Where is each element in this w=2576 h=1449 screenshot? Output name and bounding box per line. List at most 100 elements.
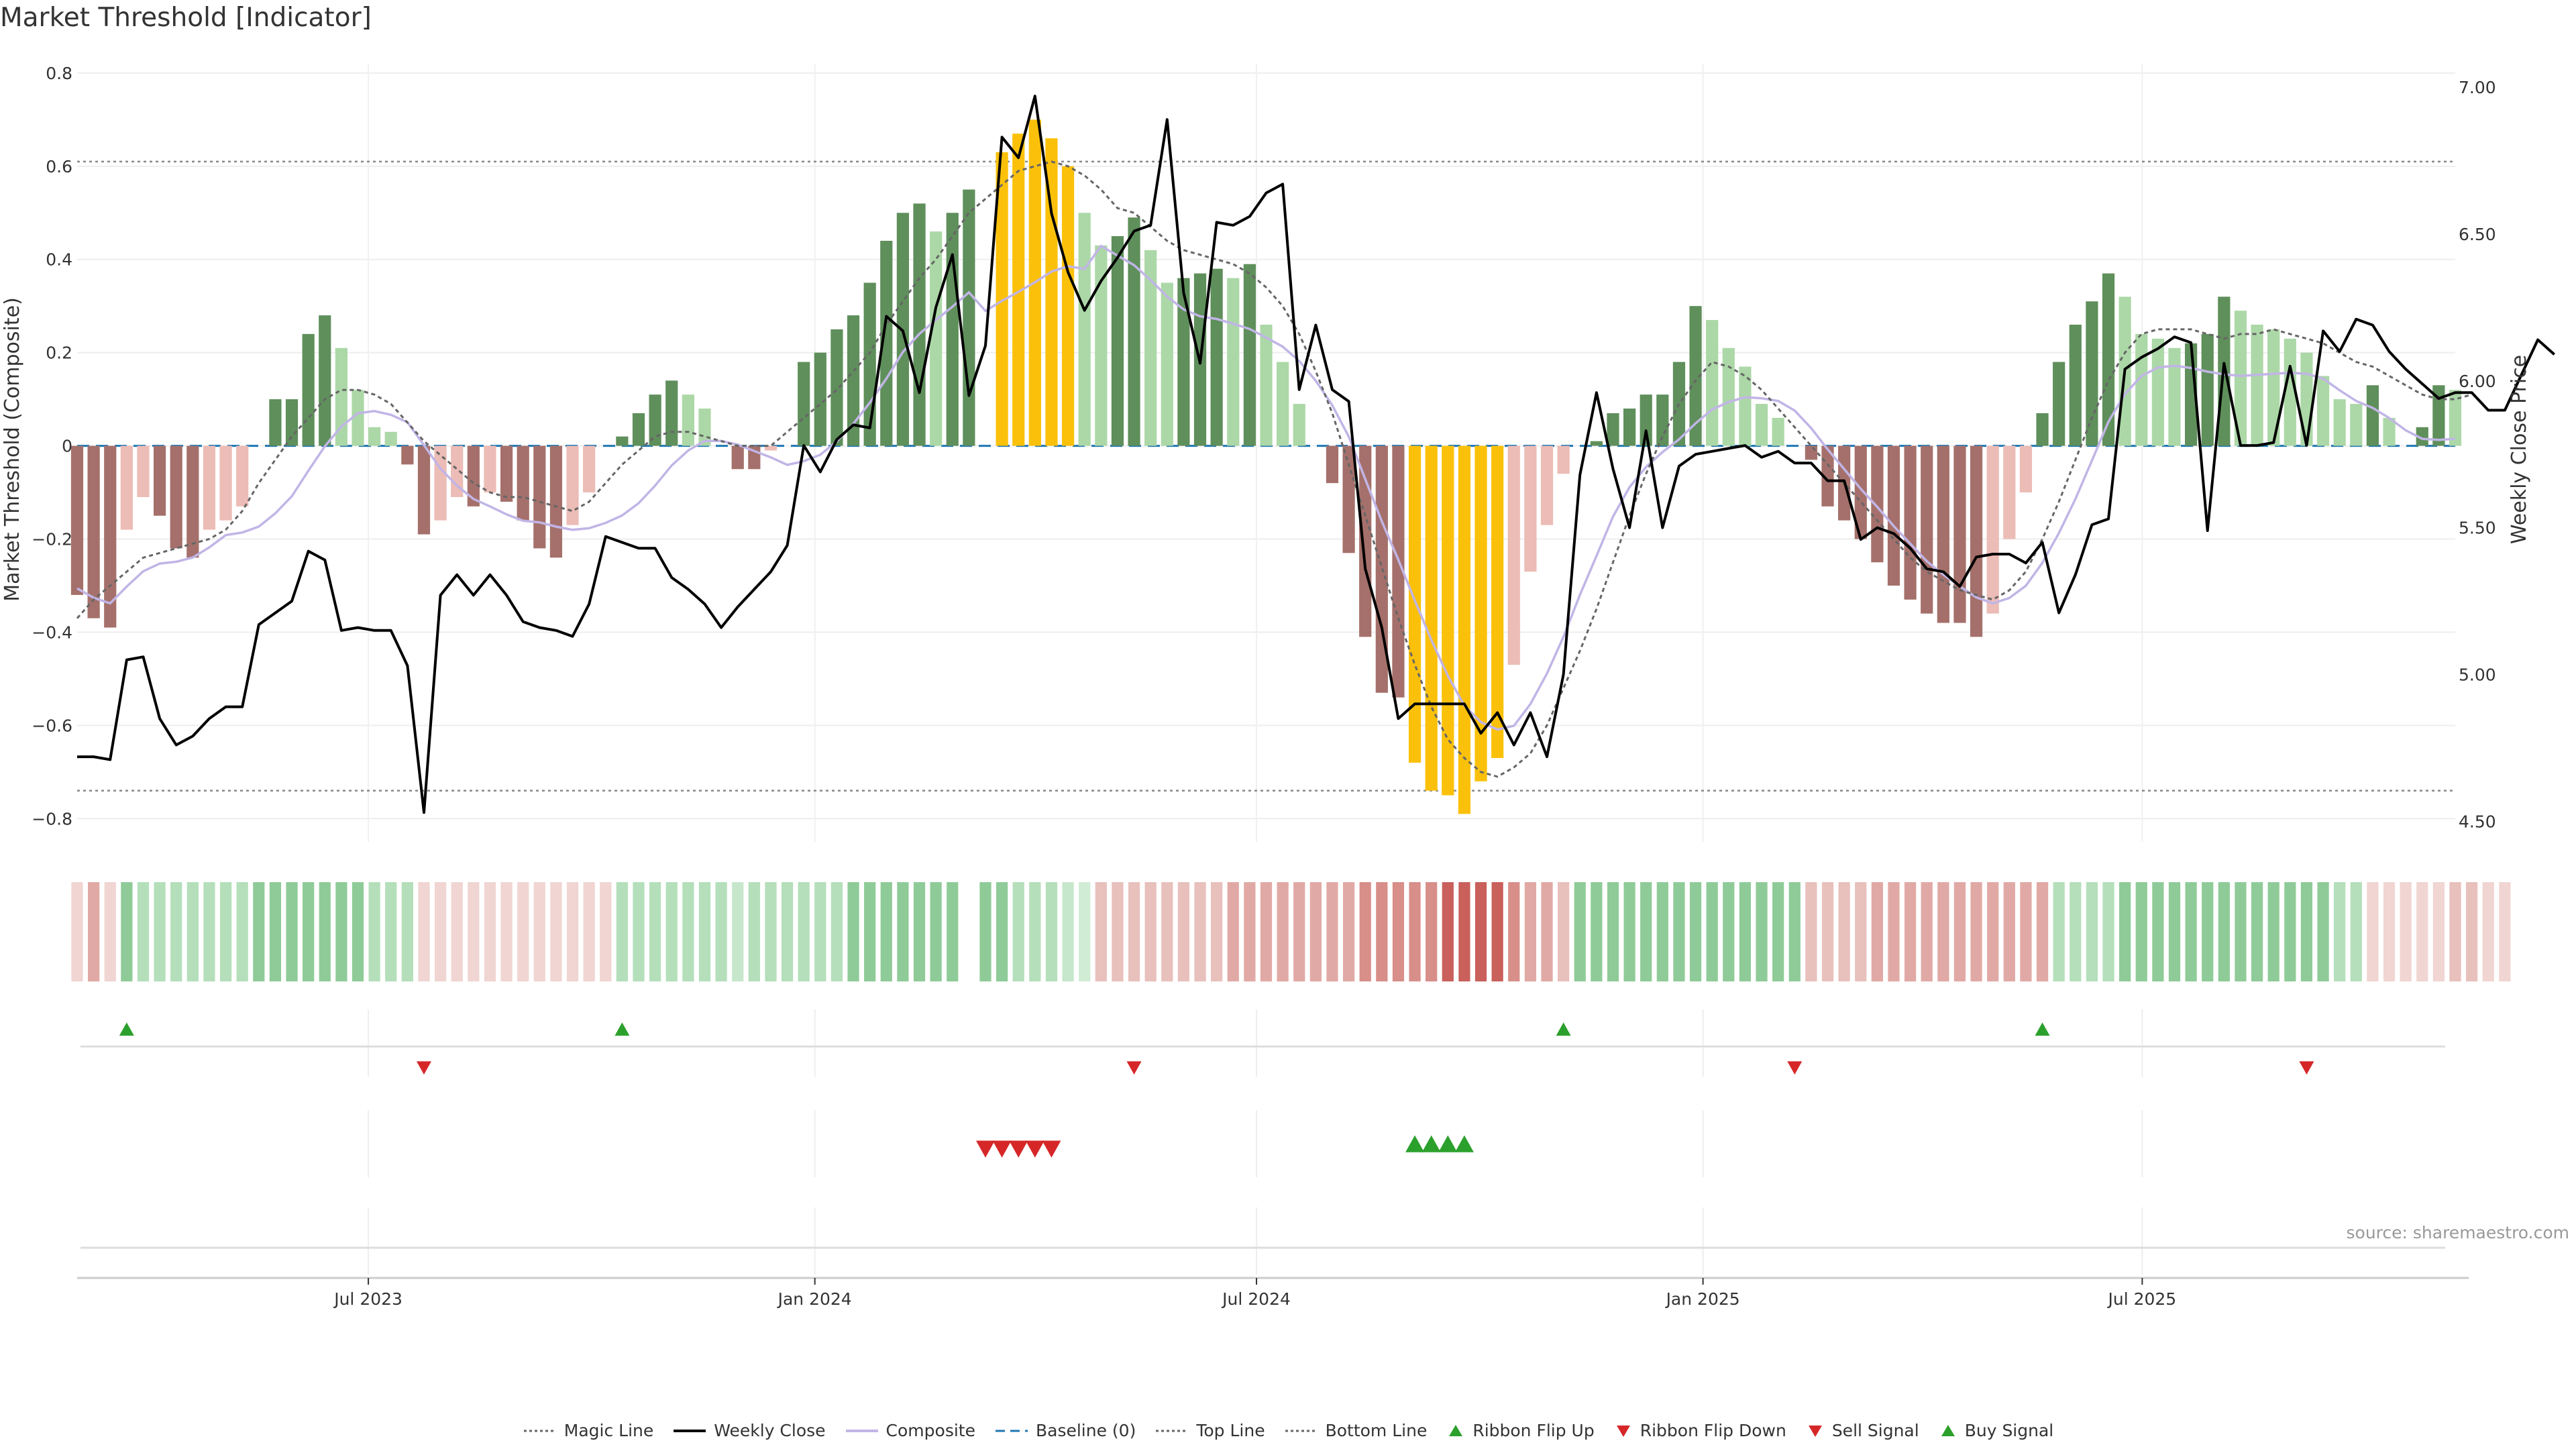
composite-bar bbox=[549, 445, 563, 558]
composite-bar bbox=[996, 152, 1008, 446]
y-tick-label-right: 5.00 bbox=[2459, 665, 2496, 684]
chart-legend: Magic Line Weekly Close Composite Baseline … bbox=[0, 1421, 2576, 1440]
composite-bar bbox=[352, 390, 364, 446]
ribbon-cell bbox=[71, 882, 83, 981]
composite-bar bbox=[2086, 301, 2098, 446]
dotted-line-icon bbox=[523, 1430, 556, 1432]
ribbon-cell bbox=[830, 882, 843, 981]
ribbon-cell bbox=[1723, 882, 1735, 981]
y-axis-label-right: Weekly Close Price bbox=[2508, 355, 2531, 544]
ribbon-cell bbox=[186, 882, 199, 981]
composite-bar bbox=[1739, 366, 1752, 446]
ribbon-cell bbox=[1260, 882, 1273, 981]
composite-bar bbox=[1607, 413, 1619, 446]
ribbon-cell bbox=[600, 882, 612, 981]
ribbon-cell bbox=[368, 882, 380, 981]
ribbon-cell bbox=[253, 882, 265, 981]
triangle-down-icon bbox=[1616, 1425, 1630, 1437]
composite-bar bbox=[1210, 268, 1223, 446]
ribbon-cell bbox=[2416, 882, 2428, 981]
y-tick-label-right: 6.00 bbox=[2459, 372, 2496, 391]
y-tick-label-left: 0.4 bbox=[46, 250, 72, 270]
composite-bar bbox=[1243, 264, 1256, 446]
composite-bar bbox=[319, 315, 331, 446]
ribbon-cell bbox=[550, 882, 562, 981]
buy-signal-marker bbox=[1405, 1135, 1425, 1152]
composite-bar bbox=[2267, 329, 2280, 446]
composite-bar bbox=[70, 445, 84, 595]
composite-bar bbox=[1904, 445, 1917, 600]
composite-bar bbox=[566, 445, 579, 525]
composite-bar bbox=[1540, 445, 1554, 525]
composite-bar bbox=[1921, 445, 1933, 614]
composite-bar bbox=[2449, 390, 2462, 446]
composite-bar bbox=[1557, 445, 1570, 474]
ribbon-cell bbox=[1244, 882, 1256, 981]
x-tick-label: Jul 2023 bbox=[333, 1289, 402, 1309]
composite-bar bbox=[236, 445, 249, 506]
ribbon-cell bbox=[897, 882, 909, 981]
legend-label: Magic Line bbox=[564, 1421, 654, 1440]
ribbon-cell bbox=[1177, 882, 1190, 981]
composite-bar bbox=[1392, 445, 1405, 698]
composite-bar bbox=[2019, 445, 2033, 493]
composite-bar bbox=[269, 399, 282, 446]
composite-bar bbox=[1656, 394, 1669, 446]
ribbon-cell bbox=[698, 882, 711, 981]
composite-bar bbox=[731, 445, 744, 470]
composite-bar bbox=[1293, 404, 1305, 446]
x-tick-label: Jul 2025 bbox=[2106, 1289, 2176, 1309]
ribbon-cell bbox=[2400, 882, 2412, 981]
composite-bar bbox=[219, 445, 232, 521]
ribbon-cell bbox=[1491, 882, 1503, 981]
sell-signal-marker bbox=[992, 1140, 1012, 1158]
ribbon-cell bbox=[748, 882, 760, 981]
y-tick-label-left: −0.6 bbox=[32, 716, 72, 735]
ribbon-cell bbox=[1079, 882, 1091, 981]
ribbon-cell bbox=[1541, 882, 1553, 981]
composite-bar bbox=[1326, 445, 1339, 484]
ribbon-cell bbox=[1739, 882, 1752, 981]
ribbon-cell bbox=[566, 882, 579, 981]
legend-label: Ribbon Flip Down bbox=[1640, 1421, 1786, 1440]
composite-bar bbox=[583, 445, 596, 493]
ribbon-cell bbox=[1095, 882, 1107, 981]
ribbon-cell bbox=[979, 882, 991, 981]
legend-item: Weekly Close bbox=[672, 1421, 826, 1440]
composite-bar bbox=[2333, 399, 2346, 446]
ribbon-cell bbox=[1756, 882, 1768, 981]
ribbon-cell bbox=[1673, 882, 1685, 981]
composite-bar bbox=[764, 445, 777, 451]
composite-bar bbox=[1689, 306, 1702, 446]
legend-label: Top Line bbox=[1196, 1421, 1265, 1440]
ribbon-cell bbox=[500, 882, 513, 981]
composite-bar bbox=[137, 445, 150, 497]
ribbon-cell bbox=[1524, 882, 1537, 981]
ribbon-cell bbox=[913, 882, 926, 981]
composite-bar bbox=[616, 436, 629, 446]
buy-signal-marker bbox=[1421, 1135, 1441, 1152]
ribbon-cell bbox=[781, 882, 794, 981]
ribbon-cell bbox=[1293, 882, 1305, 981]
composite-bar bbox=[2350, 404, 2363, 446]
legend-item: Ribbon Flip Down bbox=[1613, 1421, 1786, 1440]
composite-bar bbox=[104, 445, 117, 628]
composite-bar bbox=[1755, 404, 1768, 446]
ribbon-cell bbox=[1921, 882, 1933, 981]
ribbon-cell bbox=[451, 882, 463, 981]
legend-label: Ribbon Flip Up bbox=[1472, 1421, 1595, 1440]
legend-label: Buy Signal bbox=[1964, 1421, 2054, 1440]
composite-bar bbox=[451, 445, 464, 497]
composite-bar bbox=[1277, 362, 1289, 446]
composite-bar bbox=[1128, 217, 1140, 446]
composite-bar bbox=[1722, 347, 1735, 446]
ribbon-cell bbox=[1821, 882, 1834, 981]
legend-item: Composite bbox=[845, 1421, 975, 1440]
ribbon-cell bbox=[1904, 882, 1917, 981]
composite-bar bbox=[484, 445, 496, 493]
composite-bar bbox=[500, 445, 513, 502]
composite-bar bbox=[2300, 352, 2313, 446]
composite-bar bbox=[963, 189, 975, 446]
ribbon-cell bbox=[1409, 882, 1421, 981]
composite-bar bbox=[170, 445, 182, 549]
